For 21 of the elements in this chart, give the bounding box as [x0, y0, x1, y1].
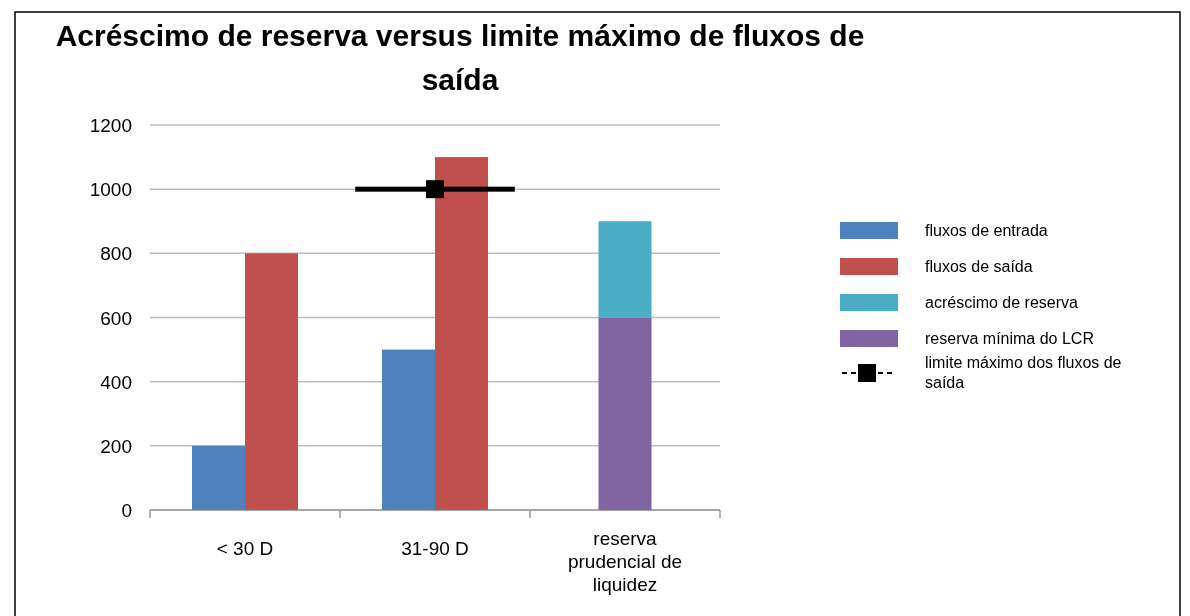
y-tick-label: 0 [121, 500, 132, 521]
bar [245, 253, 298, 510]
x-tick-label: reserva prudencial de liquidez [567, 528, 683, 595]
y-tick-label: 600 [100, 307, 132, 329]
bar [598, 317, 652, 510]
x-tick-label: < 30 D [216, 538, 274, 559]
bar [192, 445, 245, 510]
x-tick-label: 31-90 D [401, 538, 469, 559]
legend-label: fluxos de saída [925, 258, 1033, 275]
legend-label: fluxos de entrada [925, 222, 1048, 239]
y-tick-label: 800 [100, 243, 132, 265]
chart-title: Acréscimo de reserva versus limite máximo de fluxos de saída [55, 19, 865, 96]
legend-label: reserva mínima do LCR [925, 330, 1094, 347]
legend-label: limite máximo dos fluxos de saída [925, 354, 1122, 391]
y-tick-label: 1000 [89, 179, 132, 201]
y-tick-label: 400 [100, 371, 132, 393]
y-tick-label: 1200 [89, 115, 132, 136]
legend-label: acréscimo de reserva [925, 294, 1079, 311]
bar [598, 221, 652, 318]
y-tick-label: 200 [100, 435, 132, 457]
bar [382, 349, 435, 510]
